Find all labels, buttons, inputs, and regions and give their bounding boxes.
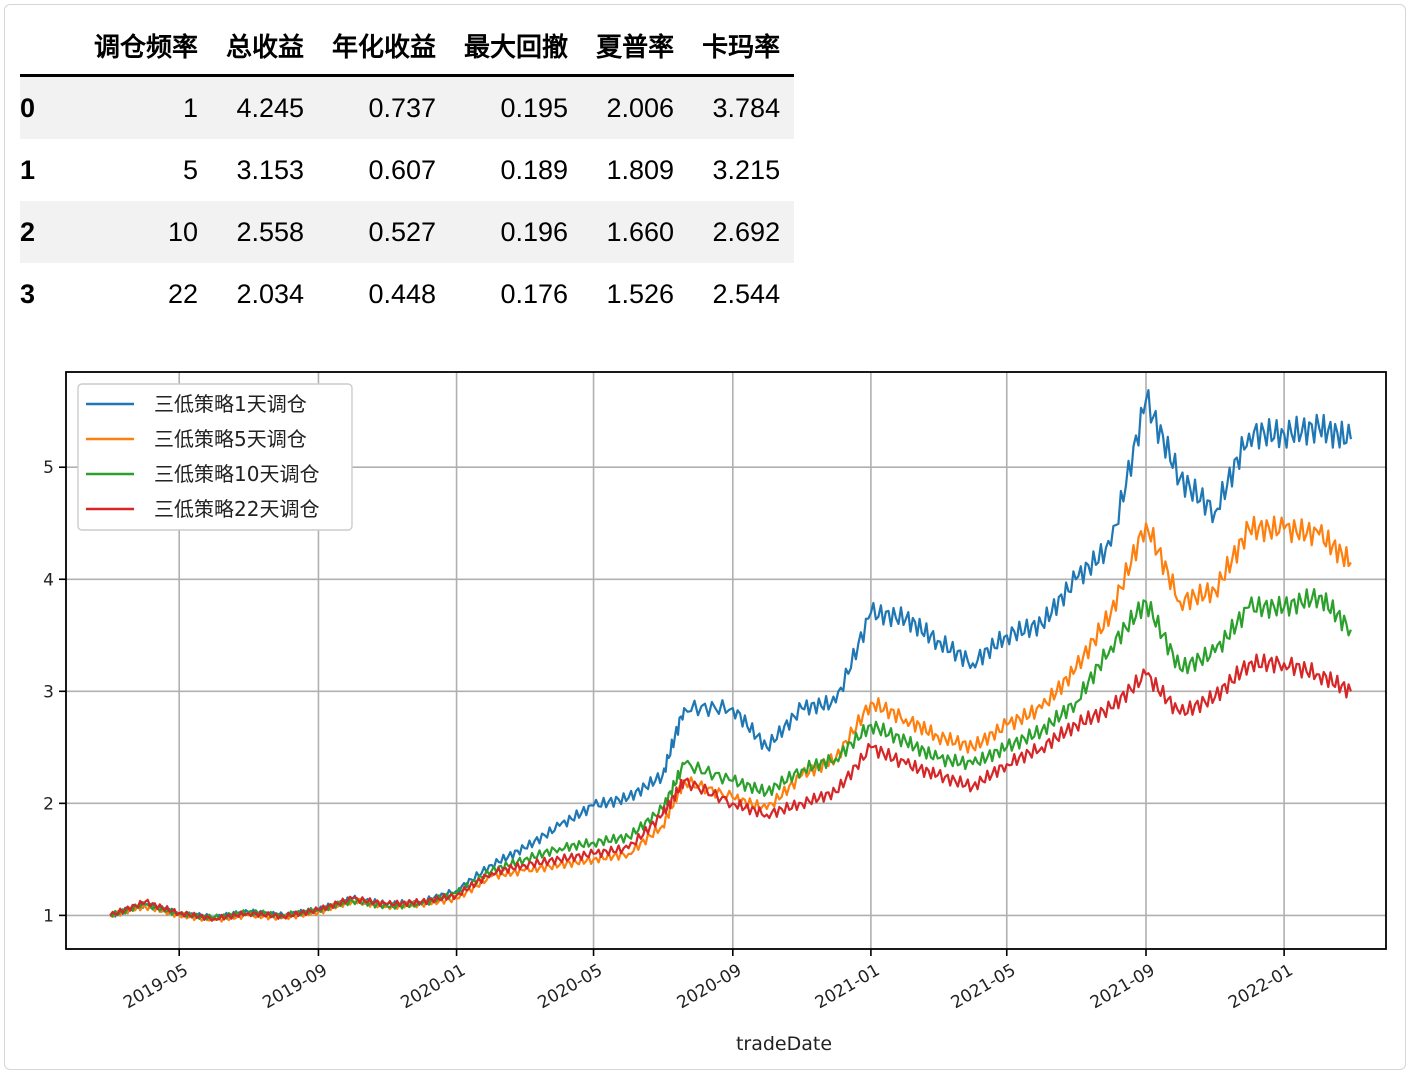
legend-label: 三低策略10天调仓 — [154, 462, 319, 486]
table-cell: 0.176 — [500, 278, 569, 309]
table-cell: 3.215 — [712, 154, 781, 185]
table-cell: 2.558 — [236, 216, 305, 247]
series-line-2 — [109, 515, 1352, 923]
table-cell: 3.784 — [712, 92, 781, 123]
table-cell: 22 — [167, 278, 199, 309]
table-cell: 1.809 — [606, 154, 675, 185]
y-tick-label: 4 — [43, 570, 54, 590]
table-row: 2 10 2.558 0.527 0.196 1.660 2.692 — [20, 201, 795, 263]
row-index: 2 — [20, 216, 36, 247]
table-cell: 0.189 — [500, 154, 569, 185]
table-cell: 4.245 — [236, 92, 305, 123]
table-cell: 1 — [182, 92, 199, 123]
column-header: 卡玛率 — [688, 16, 795, 77]
table-cell: 0.448 — [368, 278, 437, 309]
index-header — [20, 16, 80, 77]
row-index: 3 — [20, 278, 36, 309]
table-row: 3 22 2.034 0.448 0.176 1.526 2.544 — [20, 263, 794, 325]
table-cell: 0.195 — [500, 92, 569, 123]
table-cell: 1.526 — [606, 278, 675, 309]
table-cell: 3.153 — [236, 154, 305, 185]
y-tick-label: 1 — [43, 906, 54, 926]
legend-label: 三低策略1天调仓 — [154, 392, 307, 416]
row-index: 1 — [20, 154, 36, 185]
series-line-4 — [109, 653, 1352, 922]
x-tick-label: 2019-05 — [120, 960, 192, 1013]
legend-box — [77, 383, 353, 531]
column-header: 夏普率 — [582, 16, 689, 77]
x-tick-label: 2022-01 — [1225, 960, 1297, 1013]
table-cell: 2.544 — [712, 278, 781, 309]
column-header: 年化收益 — [318, 16, 451, 77]
y-tick-label: 3 — [43, 682, 54, 702]
column-header: 调仓频率 — [80, 16, 213, 77]
x-tick-label: 2019-09 — [259, 960, 331, 1013]
table-row: 1 5 3.153 0.607 0.189 1.809 3.215 — [20, 139, 794, 201]
x-tick-label: 2020-09 — [674, 960, 746, 1013]
column-header: 总收益 — [212, 16, 319, 77]
x-tick-label: 2020-01 — [398, 960, 470, 1013]
table-header-row: 调仓频率 总收益 年化收益 最大回撤 夏普率 卡玛率 — [20, 16, 795, 77]
results-table: 调仓频率 总收益 年化收益 最大回撤 夏普率 卡玛率 0 1 4.245 0.7… — [20, 16, 795, 325]
x-tick-label: 2021-05 — [948, 960, 1020, 1013]
axes-frame — [65, 371, 1387, 950]
table-cell: 5 — [182, 154, 199, 185]
table-cell: 0.527 — [368, 216, 437, 247]
legend-label: 三低策略22天调仓 — [154, 497, 319, 521]
x-tick-label: 2020-05 — [535, 960, 607, 1013]
legend-label: 三低策略5天调仓 — [154, 427, 307, 451]
row-index: 0 — [20, 92, 36, 123]
column-header: 最大回撤 — [450, 16, 583, 77]
y-tick-label: 5 — [43, 458, 54, 478]
table-cell: 2.006 — [606, 92, 675, 123]
table-cell: 0.607 — [368, 154, 437, 185]
table-cell: 10 — [167, 216, 199, 247]
table-cell: 2.034 — [236, 278, 305, 309]
x-axis-label: tradeDate — [736, 1033, 832, 1055]
x-tick-label: 2021-09 — [1087, 960, 1159, 1013]
table-cell: 1.660 — [606, 216, 675, 247]
table-row: 0 1 4.245 0.737 0.195 2.006 3.784 — [20, 75, 795, 139]
y-tick-label: 2 — [43, 794, 54, 814]
table-cell: 2.692 — [712, 216, 781, 247]
table-cell: 0.196 — [500, 216, 569, 247]
x-tick-label: 2021-01 — [812, 960, 884, 1013]
table-cell: 0.737 — [368, 92, 437, 123]
